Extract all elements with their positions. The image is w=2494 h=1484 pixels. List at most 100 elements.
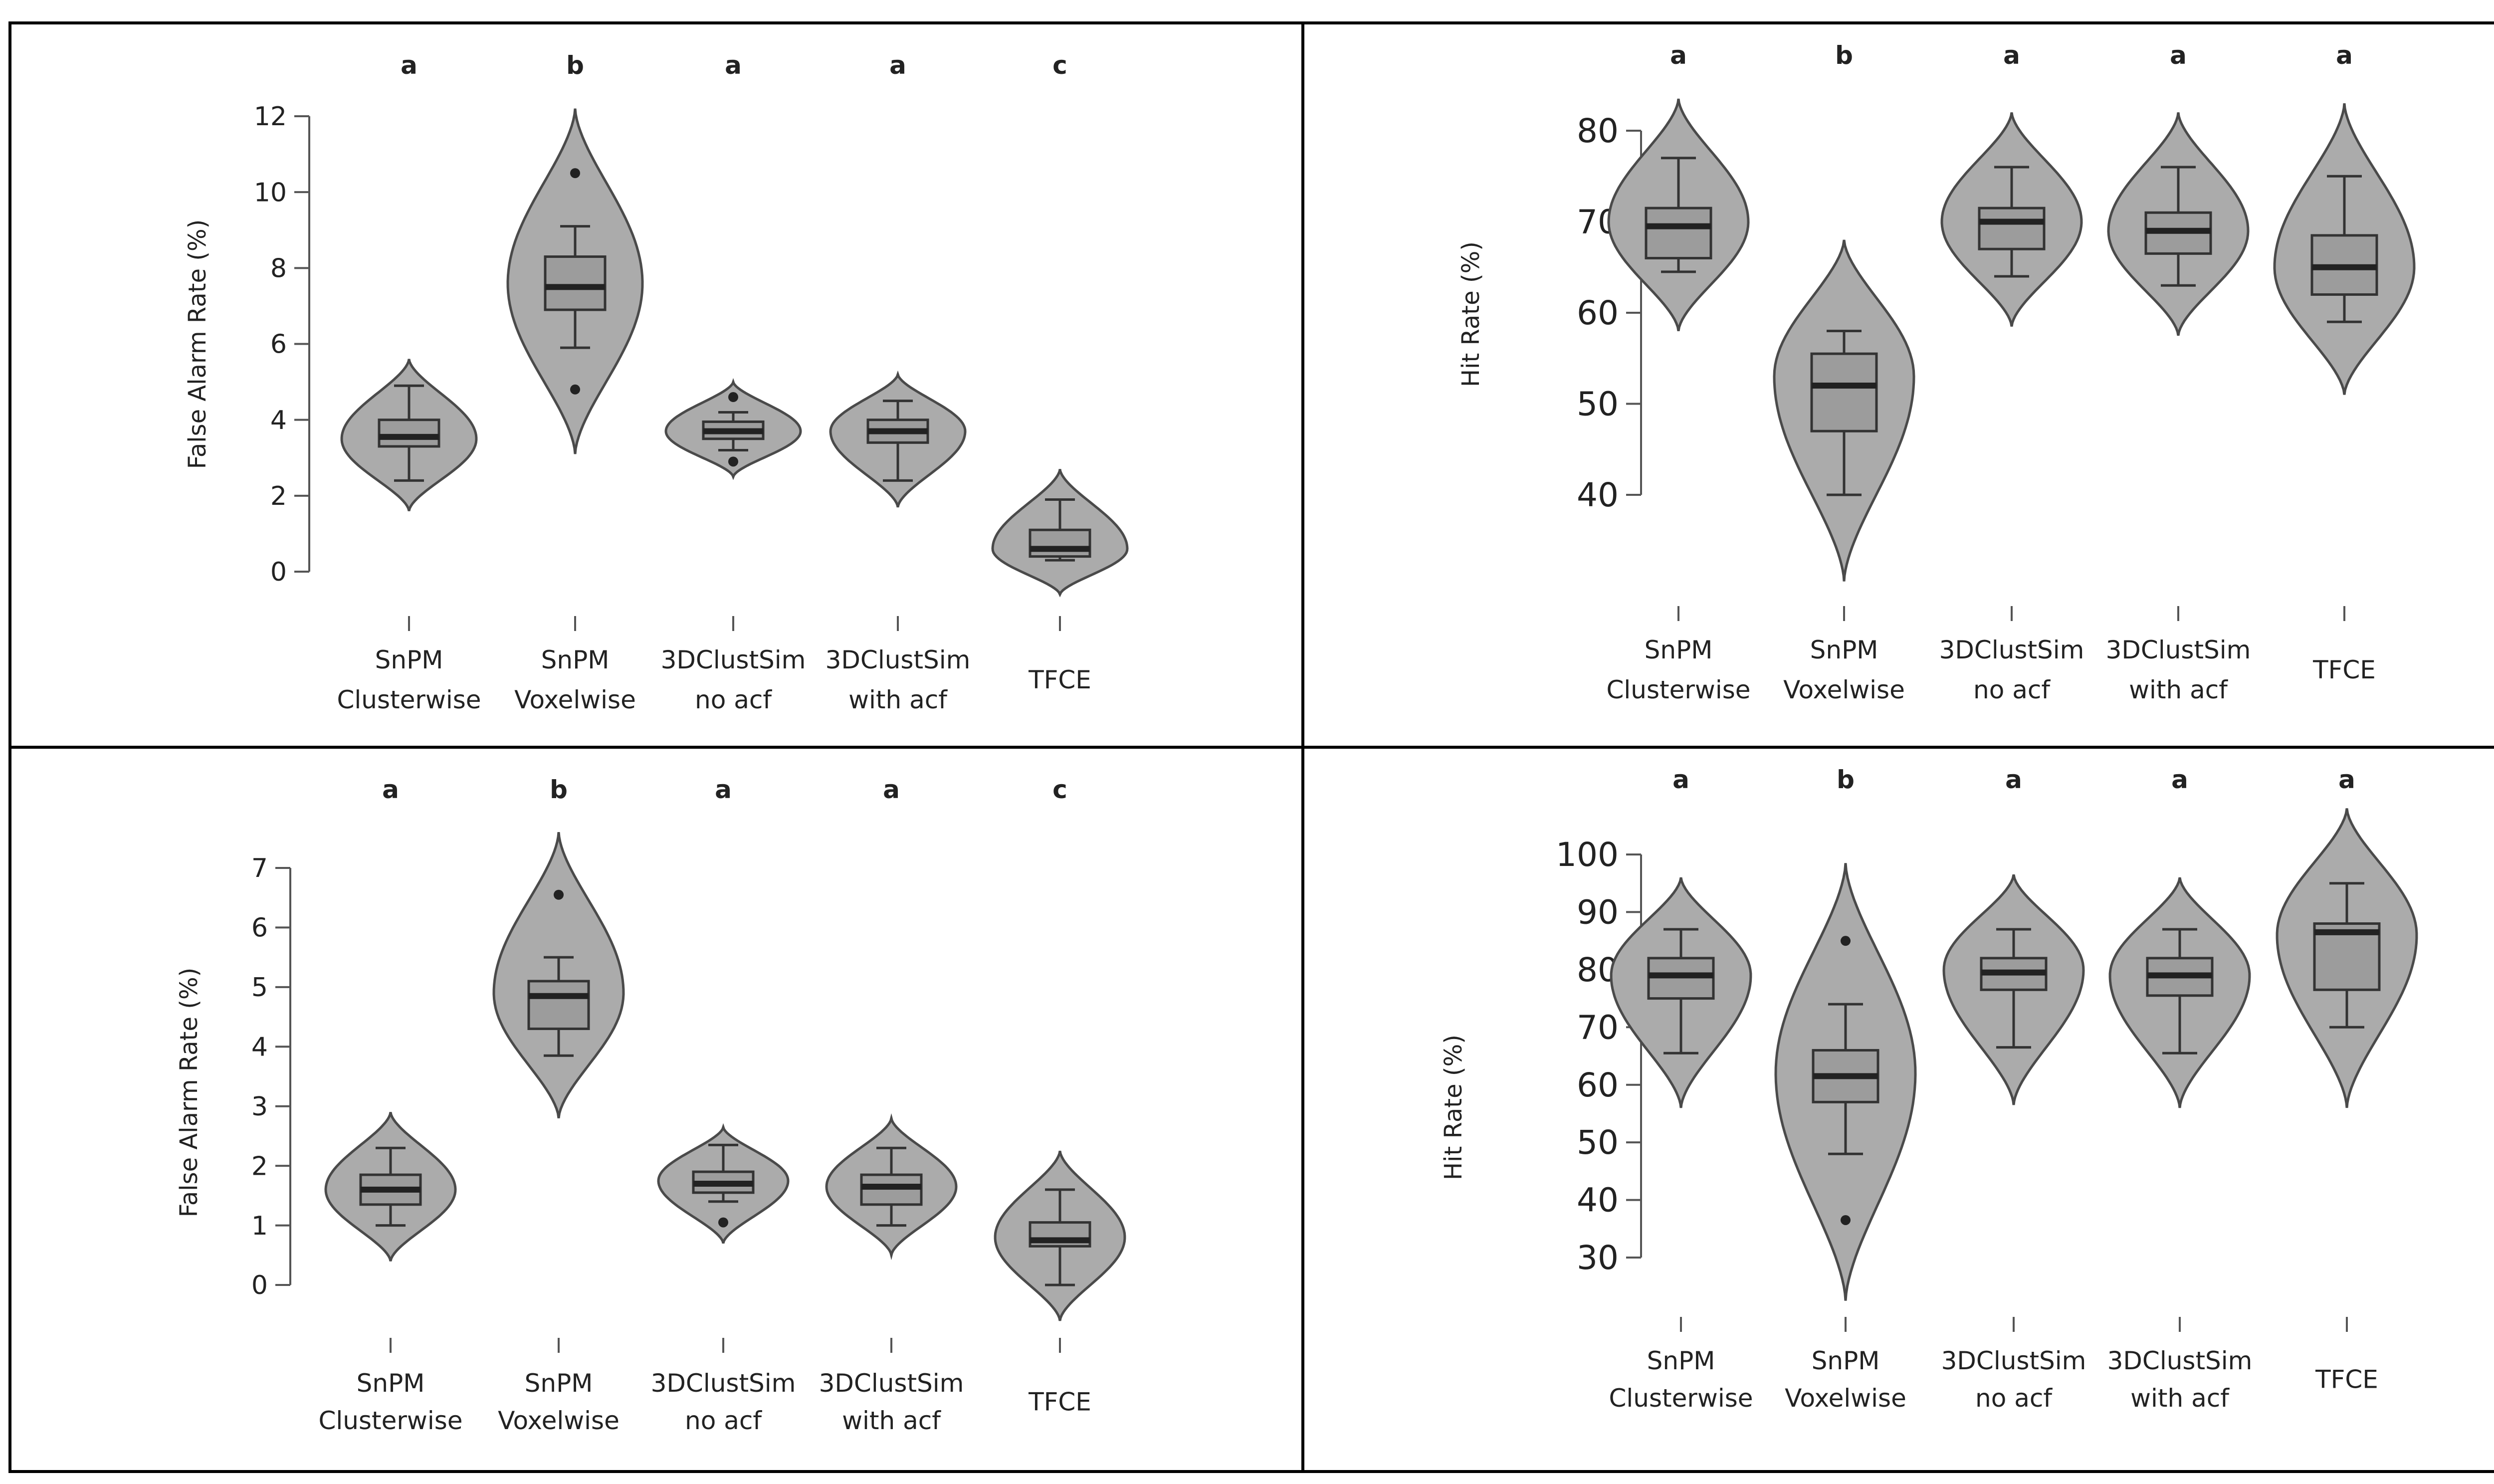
x-tick-label: SnPM [525, 1369, 593, 1398]
violin-group-5: c TFCE [991, 51, 1129, 694]
significance-letter: a [401, 51, 417, 80]
violin-group-1: a SnPM Clusterwise [337, 51, 481, 714]
x-tick-label: TFCE [2315, 1365, 2378, 1394]
y-tick-label: 10 [254, 178, 287, 208]
x-tick-label: 3DClustSim [826, 645, 971, 674]
x-tick-label: 3DClustSim [1941, 1346, 2086, 1375]
x-tick-label-line2: Voxelwise [514, 685, 636, 714]
significance-letter: a [2005, 765, 2022, 794]
y-tick-label: 30 [1577, 1239, 1619, 1277]
y-tick-label: 6 [270, 330, 287, 360]
x-tick-label-line2: Clusterwise [337, 685, 481, 714]
y-tick-label: 70 [1577, 1008, 1619, 1047]
y-axis-label: False Alarm Rate (%) [184, 219, 211, 469]
significance-letter: a [883, 775, 900, 804]
x-tick-label-line2: with acf [848, 685, 948, 714]
x-tick-label: SnPM [1647, 1346, 1715, 1375]
x-tick-label-line2: Voxelwise [498, 1406, 620, 1435]
x-tick-label: 3DClustSim [2106, 636, 2251, 664]
significance-letter: a [2003, 41, 2020, 70]
significance-letter: a [1672, 765, 1689, 794]
violin-group-2: b SnPM Voxelwise [1774, 765, 1917, 1413]
significance-letter: b [1837, 765, 1855, 794]
x-tick-label-line2: Clusterwise [318, 1406, 462, 1435]
y-tick-label: 50 [1577, 385, 1619, 424]
violin-group-4: a 3DClustSim with acf [826, 51, 971, 714]
y-tick-label: 90 [1577, 893, 1619, 932]
iqr-box [527, 980, 590, 1030]
y-tick-label: 2 [251, 1151, 268, 1181]
y-tick-label: 6 [251, 913, 268, 943]
violin-group-3: a 3DClustSim no acf [1939, 41, 2084, 704]
x-tick-label-line2: no acf [1973, 675, 2051, 704]
significance-letter: a [382, 775, 399, 804]
significance-letter: a [889, 51, 906, 80]
panel-frames [8, 21, 2494, 1473]
iqr-box [1978, 207, 2046, 250]
iqr-box [544, 255, 607, 311]
x-tick-label: 3DClustSim [1939, 636, 2084, 664]
panel-1: 0 2 4 6 8 10 12 False Alarm Rate (%) a SnPM Cluste… [184, 51, 1129, 714]
violin-group-2: b SnPM Voxelwise [492, 775, 625, 1435]
y-tick-label: 4 [251, 1032, 268, 1062]
violin-group-3: a 3DClustSim no acf [651, 775, 796, 1435]
outlier-point [570, 384, 580, 395]
violin-group-1: a SnPM Clusterwise [1606, 41, 1750, 704]
significance-letter: a [725, 51, 742, 80]
x-tick-label: TFCE [1028, 1388, 1091, 1417]
x-tick-label-line2: Clusterwise [1609, 1384, 1753, 1413]
x-tick-label-line2: no acf [1975, 1384, 2053, 1413]
y-axis-label: Hit Rate (%) [1440, 1035, 1467, 1180]
violin-group-2: b SnPM Voxelwise [1773, 41, 1915, 704]
x-tick-label: 3DClustSim [651, 1369, 796, 1398]
x-tick-label-line2: with acf [842, 1406, 941, 1435]
violin-group-3: a 3DClustSim no acf [661, 51, 806, 714]
significance-letter: c [1052, 775, 1067, 804]
outlier-point [718, 1217, 728, 1228]
significance-letter: a [1670, 41, 1687, 70]
outlier-point [554, 889, 564, 900]
panel-3: 0 1 2 3 4 5 6 7 False Alarm Rate (%) a SnPM Cluster… [175, 775, 1126, 1435]
y-tick-label: 80 [1577, 112, 1619, 150]
x-tick-label: SnPM [357, 1369, 425, 1398]
y-tick-label: 60 [1577, 1066, 1619, 1104]
y-tick-label: 2 [270, 481, 287, 511]
outlier-point [728, 456, 738, 467]
violin-group-1: a SnPM Clusterwise [318, 775, 462, 1435]
outlier-point [728, 392, 738, 403]
x-tick-label-line2: no acf [685, 1406, 762, 1435]
violin-group-5: c TFCE [994, 775, 1126, 1417]
violin-group-4: a 3DClustSim with acf [2107, 765, 2253, 1413]
y-tick-label: 3 [251, 1092, 268, 1122]
significance-letter: b [1835, 41, 1853, 70]
y-tick-label: 1 [251, 1211, 268, 1241]
x-tick-label-line2: Voxelwise [1785, 1384, 1906, 1413]
x-tick-label-line2: Voxelwise [1783, 675, 1905, 704]
y-tick-label: 100 [1556, 836, 1619, 874]
x-tick-label: 3DClustSim [661, 645, 806, 674]
violin-group-1: a SnPM Clusterwise [1609, 765, 1753, 1413]
x-tick-label-line2: Clusterwise [1606, 675, 1750, 704]
x-tick-label: SnPM [541, 645, 610, 674]
y-tick-label: 5 [251, 973, 268, 1003]
x-tick-label-line2: with acf [2129, 675, 2228, 704]
x-tick-label: SnPM [1812, 1346, 1880, 1375]
significance-letter: a [715, 775, 732, 804]
y-tick-label: 0 [270, 557, 287, 587]
x-tick-label: 3DClustSim [2107, 1346, 2253, 1375]
y-tick-label: 4 [270, 406, 287, 435]
violin-group-4: a 3DClustSim with acf [2106, 41, 2251, 704]
y-tick-label: 0 [251, 1271, 268, 1300]
iqr-box [1810, 352, 1878, 432]
violin-group-2: b SnPM Voxelwise [506, 51, 644, 714]
significance-letter: b [566, 51, 584, 80]
outlier-point [570, 168, 580, 179]
significance-letter: c [1052, 51, 1067, 80]
violin-group-3: a 3DClustSim no acf [1941, 765, 2086, 1413]
significance-letter: a [2170, 41, 2187, 70]
y-tick-label: 12 [254, 102, 287, 132]
